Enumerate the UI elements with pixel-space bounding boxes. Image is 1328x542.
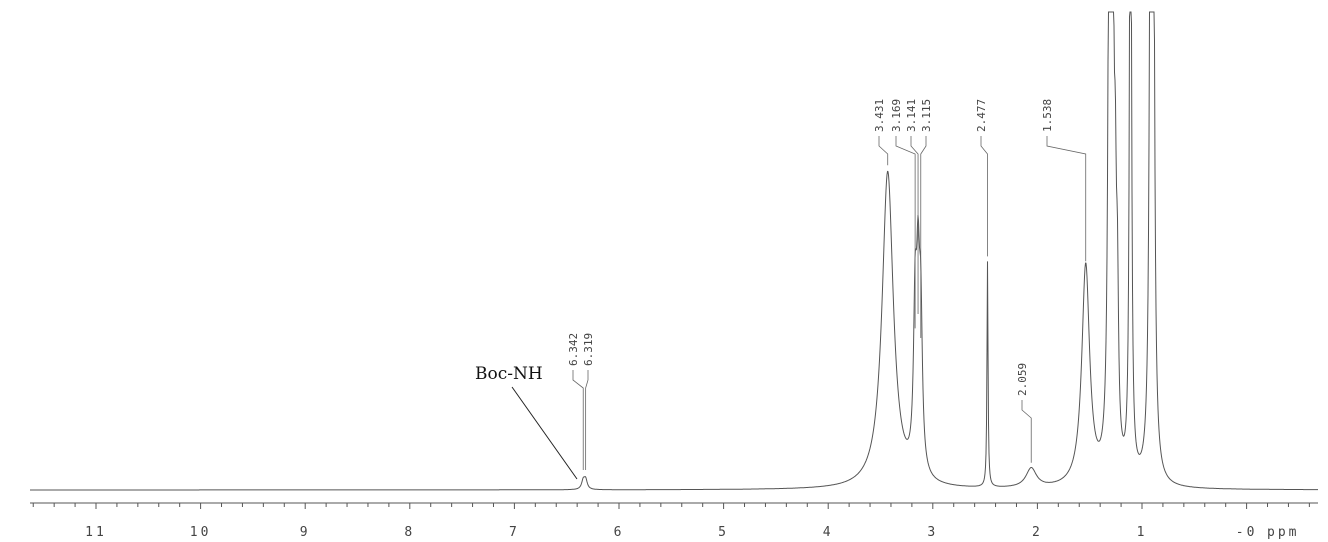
peak-leader-line (1046, 136, 1087, 262)
x-tick-label: 1 (1137, 525, 1148, 540)
x-tick-label: 10 (190, 525, 212, 540)
peak-leader-line (1021, 400, 1032, 463)
x-tick-label: 6 (614, 525, 625, 540)
peak-leader-line (572, 370, 584, 470)
peak-leader-line (895, 136, 916, 329)
x-tick-label: 5 (718, 525, 729, 540)
annotation: Boc-NH (475, 364, 578, 480)
peak-labels: 6.342 6.319 3.431 3.169 3.141 3.115 2.477 2.059… (567, 99, 1087, 470)
annotation-pointer (511, 386, 578, 480)
peak-label-text: 1.538 (1041, 99, 1054, 132)
annotation-boc-nh: Boc-NH (475, 364, 543, 384)
peak-label-text: 3.115 (920, 99, 933, 132)
x-tick-label: 3 (927, 525, 938, 540)
peak-label-2-059: 2.059 (1016, 363, 1032, 463)
x-tick-label: 7 (509, 525, 520, 540)
x-axis: 11 10 9 8 7 6 5 4 3 2 1 -0 (30, 502, 1318, 540)
peak-label-text: 2.059 (1016, 363, 1029, 396)
peak-leader-line (910, 136, 919, 314)
x-tick-label: -0 (1236, 525, 1258, 540)
peak-leader-line (920, 136, 927, 338)
x-tick-label: 2 (1032, 525, 1043, 540)
peak-leader-line (980, 136, 988, 257)
peak-label-3-431: 3.431 (873, 99, 889, 166)
x-tick-label: 8 (404, 525, 415, 540)
peak-leader-line (585, 370, 589, 470)
peak-label-3-169: 3.169 (890, 99, 916, 329)
peak-label-text: 3.141 (905, 99, 918, 132)
peak-label-3-115: 3.115 (920, 99, 933, 338)
peak-label-text: 3.431 (873, 99, 886, 132)
peak-leader-line (878, 136, 889, 166)
peak-label-3-141: 3.141 (905, 99, 919, 314)
peak-label-text: 6.342 (567, 333, 580, 366)
peak-label-2-477: 2.477 (975, 99, 988, 257)
x-axis-unit: ppm (1267, 525, 1299, 540)
peak-label-text: 3.169 (890, 99, 903, 132)
x-tick-label: 9 (300, 525, 311, 540)
peak-label-1-538: 1.538 (1041, 99, 1087, 262)
peak-label-6-319: 6.319 (582, 333, 595, 470)
x-tick-label: 4 (823, 525, 834, 540)
peak-label-text: 6.319 (582, 333, 595, 366)
x-tick-label: 11 (85, 525, 107, 540)
peak-label-text: 2.477 (975, 99, 988, 132)
peak-label-6-342: 6.342 (567, 333, 584, 470)
spectrum-trace (30, 11, 1318, 491)
